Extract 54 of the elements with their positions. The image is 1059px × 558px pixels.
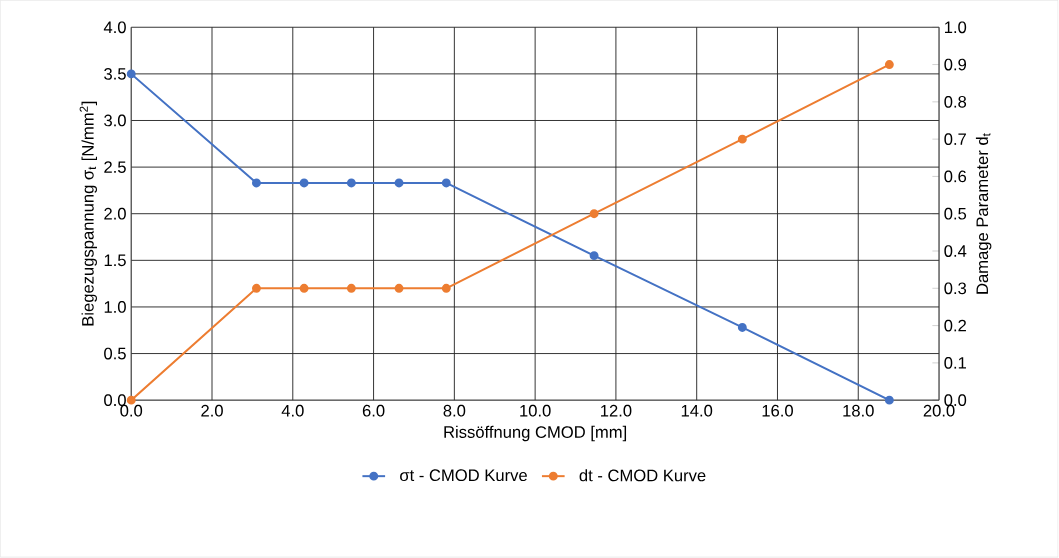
point xyxy=(346,283,356,293)
y2-tick-label: 0.9 xyxy=(944,58,967,71)
point xyxy=(589,251,599,261)
x-tick-label: 0.0 xyxy=(120,404,143,417)
point xyxy=(251,283,261,293)
y-tick-label: 0.5 xyxy=(104,347,126,360)
y2-axis-title: Damage Parameter d$_{t}$ xyxy=(975,133,992,294)
point xyxy=(394,178,404,188)
y-tick-label: 4.0 xyxy=(103,21,126,34)
x-tick-label: 10.0 xyxy=(520,404,551,417)
y-tick-label: 3.0 xyxy=(104,114,126,127)
x-tick-label: 6.0 xyxy=(362,404,385,417)
x-tick-label: 2.0 xyxy=(201,404,223,417)
x-tick-label: 4.0 xyxy=(281,404,304,417)
x-tick-label: 14.0 xyxy=(681,404,713,417)
y2-tick-label: 0.3 xyxy=(944,282,967,295)
y2-tick-label: 0.7 xyxy=(944,133,966,145)
y-tick-label: 0.0 xyxy=(104,394,126,406)
y-tick-label: 1.0 xyxy=(104,301,126,313)
y-tick-label: 2.5 xyxy=(104,161,126,173)
y2-tick-label: 0.2 xyxy=(944,319,966,332)
point xyxy=(299,178,309,188)
point xyxy=(346,178,356,188)
x-tick-label: 8.0 xyxy=(443,404,466,417)
x-axis-title: Rissöffnung CMOD [mm] xyxy=(444,425,627,442)
point xyxy=(737,322,747,332)
point xyxy=(251,178,261,188)
point xyxy=(299,283,309,293)
y2-tick-label: 0.4 xyxy=(944,245,967,257)
x-tick-label: 16.0 xyxy=(762,404,793,417)
point xyxy=(884,395,894,405)
y2-tick-label: 0.1 xyxy=(944,356,966,369)
point xyxy=(737,134,747,144)
x-tick-label: 20.0 xyxy=(923,404,955,417)
y2-tick-label: 0.6 xyxy=(944,170,967,183)
point xyxy=(126,395,136,405)
y-tick-label: 3.5 xyxy=(104,67,126,80)
point xyxy=(884,60,894,69)
point xyxy=(589,209,599,219)
y-tick-label: 1.5 xyxy=(104,254,126,267)
x-tick-label: 12.0 xyxy=(601,404,632,417)
point xyxy=(394,283,404,293)
point xyxy=(126,69,136,79)
y-axis-title: Biegezugspannung σ$_{t}$ [N/mm$^{2}$] xyxy=(79,101,97,326)
point xyxy=(441,178,451,188)
y2-tick-label: 0.0 xyxy=(944,394,967,406)
legend-label: σt - CMOD Kurve xyxy=(400,469,527,482)
y2-tick-label: 1.0 xyxy=(945,21,967,34)
point xyxy=(441,283,451,293)
x-tick-label: 18.0 xyxy=(843,404,874,417)
y-tick-label: 2.0 xyxy=(104,207,126,220)
y2-tick-label: 0.5 xyxy=(944,207,967,220)
legend-label: dt - CMOD Kurve xyxy=(579,469,706,482)
y2-tick-label: 0.8 xyxy=(944,95,967,108)
